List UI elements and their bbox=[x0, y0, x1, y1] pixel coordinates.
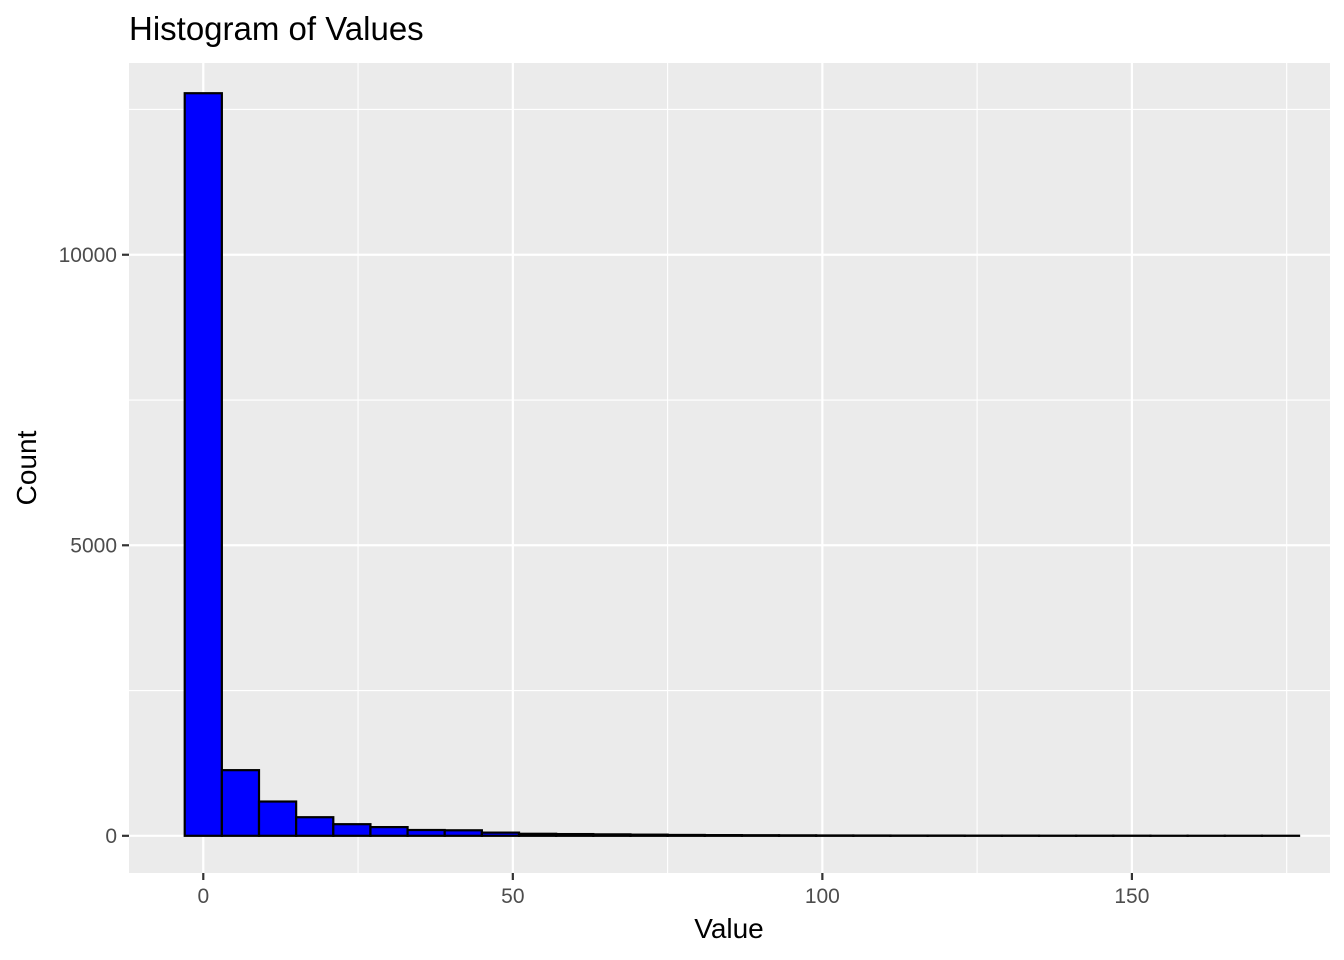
histogram-bar bbox=[592, 833, 632, 837]
histogram-bar bbox=[666, 833, 706, 837]
histogram-bars bbox=[183, 92, 1301, 837]
minor-gridlines bbox=[129, 63, 1330, 873]
y-axis-ticks: 0 5000 10000 bbox=[59, 244, 129, 848]
histogram-bar bbox=[629, 833, 669, 837]
histogram-bar bbox=[295, 816, 335, 837]
histogram-bar bbox=[220, 769, 261, 837]
x-tick-label: 150 bbox=[1114, 885, 1149, 908]
histogram-bar bbox=[183, 92, 223, 837]
x-tick-label: 0 bbox=[197, 885, 209, 908]
histogram-bar bbox=[480, 831, 521, 837]
x-axis-title: Value bbox=[694, 913, 764, 944]
histogram-bar bbox=[703, 834, 743, 837]
x-axis-ticks: 0 50 100 150 bbox=[197, 873, 1149, 908]
histogram-bar bbox=[555, 832, 595, 837]
x-tick-label: 50 bbox=[501, 885, 524, 908]
histogram-bar bbox=[443, 829, 483, 837]
y-axis-title: Count bbox=[11, 430, 42, 505]
plot-panel bbox=[129, 63, 1330, 873]
y-tick-label: 10000 bbox=[59, 244, 117, 267]
histogram-bar bbox=[257, 800, 298, 837]
chart-title: Histogram of Values bbox=[129, 10, 424, 47]
y-tick-label: 5000 bbox=[70, 534, 117, 557]
histogram-bar bbox=[406, 828, 446, 837]
histogram-bar bbox=[517, 832, 558, 837]
histogram-bar bbox=[369, 825, 409, 837]
y-tick-label: 0 bbox=[105, 825, 117, 848]
x-tick-label: 100 bbox=[805, 885, 840, 908]
histogram-bar bbox=[332, 823, 372, 837]
histogram-bar bbox=[740, 834, 781, 837]
